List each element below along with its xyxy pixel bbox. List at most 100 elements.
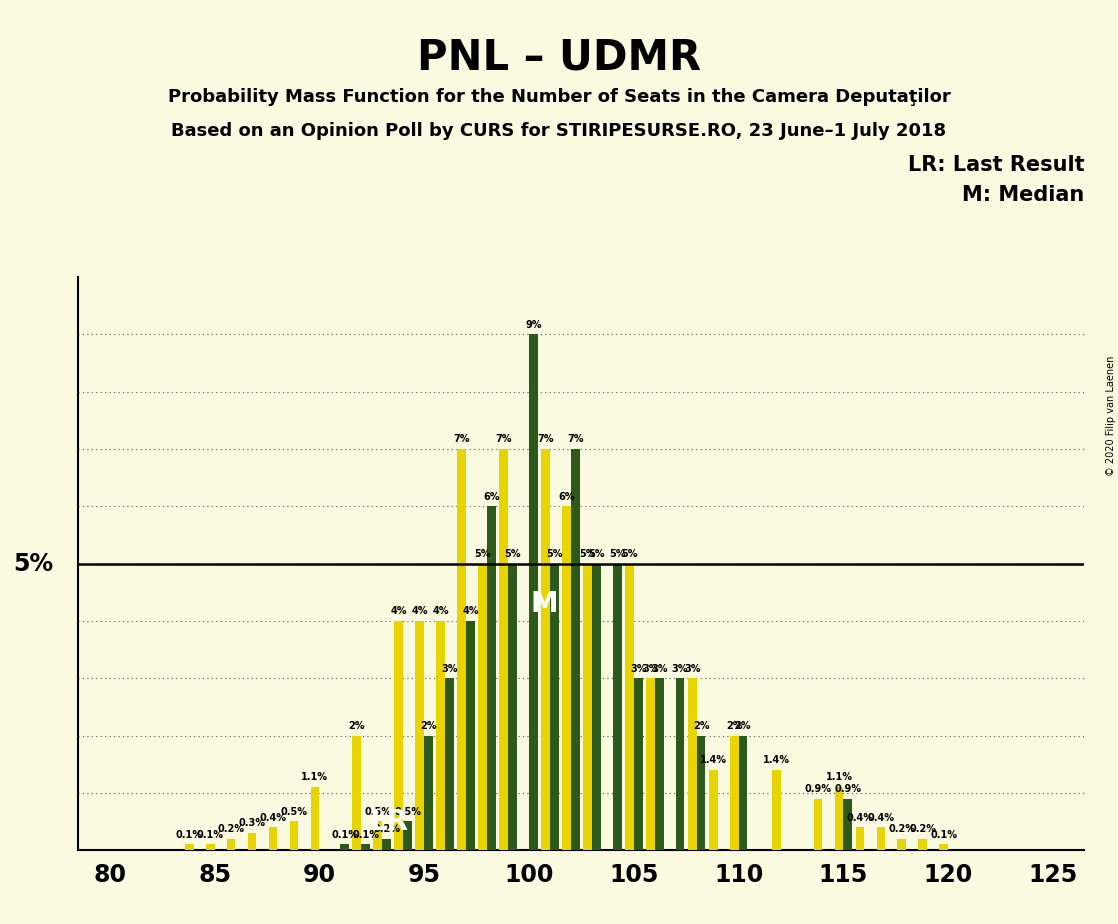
Text: 1.4%: 1.4% [762, 755, 789, 765]
Text: 0.2%: 0.2% [218, 824, 245, 834]
Bar [697, 736, 705, 850]
Bar [688, 678, 697, 850]
Text: Based on an Opinion Poll by CURS for STIRIPESURSE.RO, 23 June–1 July 2018: Based on an Opinion Poll by CURS for STI… [171, 122, 947, 140]
Text: 0.4%: 0.4% [846, 812, 873, 822]
Bar [898, 839, 907, 850]
Text: 3%: 3% [442, 663, 457, 674]
Text: 1.1%: 1.1% [302, 772, 329, 783]
Text: 5%: 5% [474, 549, 491, 559]
Bar [655, 678, 663, 850]
Bar [445, 678, 454, 850]
Text: 4%: 4% [433, 606, 449, 616]
Text: 0.2%: 0.2% [373, 824, 400, 834]
Text: 2%: 2% [420, 721, 437, 731]
Text: 3%: 3% [642, 663, 659, 674]
Bar [730, 736, 739, 850]
Bar [591, 564, 600, 850]
Bar [835, 787, 843, 850]
Text: Probability Mass Function for the Number of Seats in the Camera Deputaţilor: Probability Mass Function for the Number… [168, 88, 950, 105]
Text: 0.4%: 0.4% [868, 812, 894, 822]
Text: 2%: 2% [735, 721, 751, 731]
Text: 0.5%: 0.5% [394, 807, 421, 817]
Bar [634, 678, 643, 850]
Bar [571, 449, 579, 850]
Text: 5%: 5% [13, 552, 54, 576]
Text: M: M [531, 590, 559, 618]
Text: 4%: 4% [390, 606, 407, 616]
Bar [227, 839, 236, 850]
Text: 3%: 3% [629, 663, 646, 674]
Text: 5%: 5% [609, 549, 625, 559]
Text: 0.1%: 0.1% [352, 830, 379, 840]
Bar [877, 827, 885, 850]
Text: LR: LR [369, 808, 408, 835]
Bar [709, 770, 718, 850]
Text: 0.2%: 0.2% [889, 824, 916, 834]
Bar [268, 827, 277, 850]
Text: 0.5%: 0.5% [281, 807, 307, 817]
Text: 1.4%: 1.4% [700, 755, 727, 765]
Bar [395, 621, 404, 850]
Bar [508, 564, 517, 850]
Text: 3%: 3% [684, 663, 701, 674]
Bar [771, 770, 780, 850]
Bar [416, 621, 424, 850]
Bar [404, 821, 413, 850]
Text: 5%: 5% [504, 549, 521, 559]
Text: 7%: 7% [538, 434, 553, 444]
Text: 0.9%: 0.9% [834, 784, 861, 794]
Bar [424, 736, 433, 850]
Text: 4%: 4% [411, 606, 428, 616]
Bar [373, 821, 382, 850]
Text: M: Median: M: Median [963, 185, 1084, 205]
Text: 0.3%: 0.3% [238, 819, 266, 828]
Text: 0.5%: 0.5% [364, 807, 391, 817]
Bar [487, 506, 495, 850]
Bar [646, 678, 655, 850]
Bar [290, 821, 299, 850]
Bar [550, 564, 559, 850]
Bar [584, 564, 591, 850]
Bar [500, 449, 508, 850]
Bar [311, 787, 320, 850]
Text: 0.1%: 0.1% [197, 830, 224, 840]
Text: 5%: 5% [622, 549, 637, 559]
Bar [436, 621, 445, 850]
Bar [184, 845, 193, 850]
Bar [382, 839, 391, 850]
Bar [352, 736, 361, 850]
Text: 6%: 6% [558, 492, 575, 502]
Bar [340, 845, 349, 850]
Text: 2%: 2% [726, 721, 742, 731]
Text: 7%: 7% [454, 434, 470, 444]
Text: 6%: 6% [483, 492, 500, 502]
Text: 4%: 4% [462, 606, 479, 616]
Text: 0.1%: 0.1% [930, 830, 957, 840]
Text: LR: Last Result: LR: Last Result [908, 155, 1084, 176]
Bar [248, 833, 256, 850]
Text: 5%: 5% [579, 549, 596, 559]
Text: 3%: 3% [672, 663, 689, 674]
Bar [675, 678, 684, 850]
Text: 5%: 5% [546, 549, 562, 559]
Text: 5%: 5% [588, 549, 605, 559]
Bar [843, 798, 852, 850]
Text: 0.1%: 0.1% [176, 830, 202, 840]
Text: 1.1%: 1.1% [825, 772, 853, 783]
Bar [613, 564, 622, 850]
Text: 0.1%: 0.1% [331, 830, 358, 840]
Bar [206, 845, 215, 850]
Text: 2%: 2% [349, 721, 366, 731]
Text: 0.4%: 0.4% [259, 812, 286, 822]
Bar [625, 564, 634, 850]
Bar [361, 845, 370, 850]
Bar [562, 506, 571, 850]
Text: 9%: 9% [525, 320, 541, 330]
Bar [529, 334, 538, 850]
Text: 3%: 3% [651, 663, 667, 674]
Text: 2%: 2% [693, 721, 709, 731]
Text: 0.2%: 0.2% [909, 824, 937, 834]
Bar [855, 827, 864, 850]
Bar [919, 839, 927, 850]
Bar [457, 449, 466, 850]
